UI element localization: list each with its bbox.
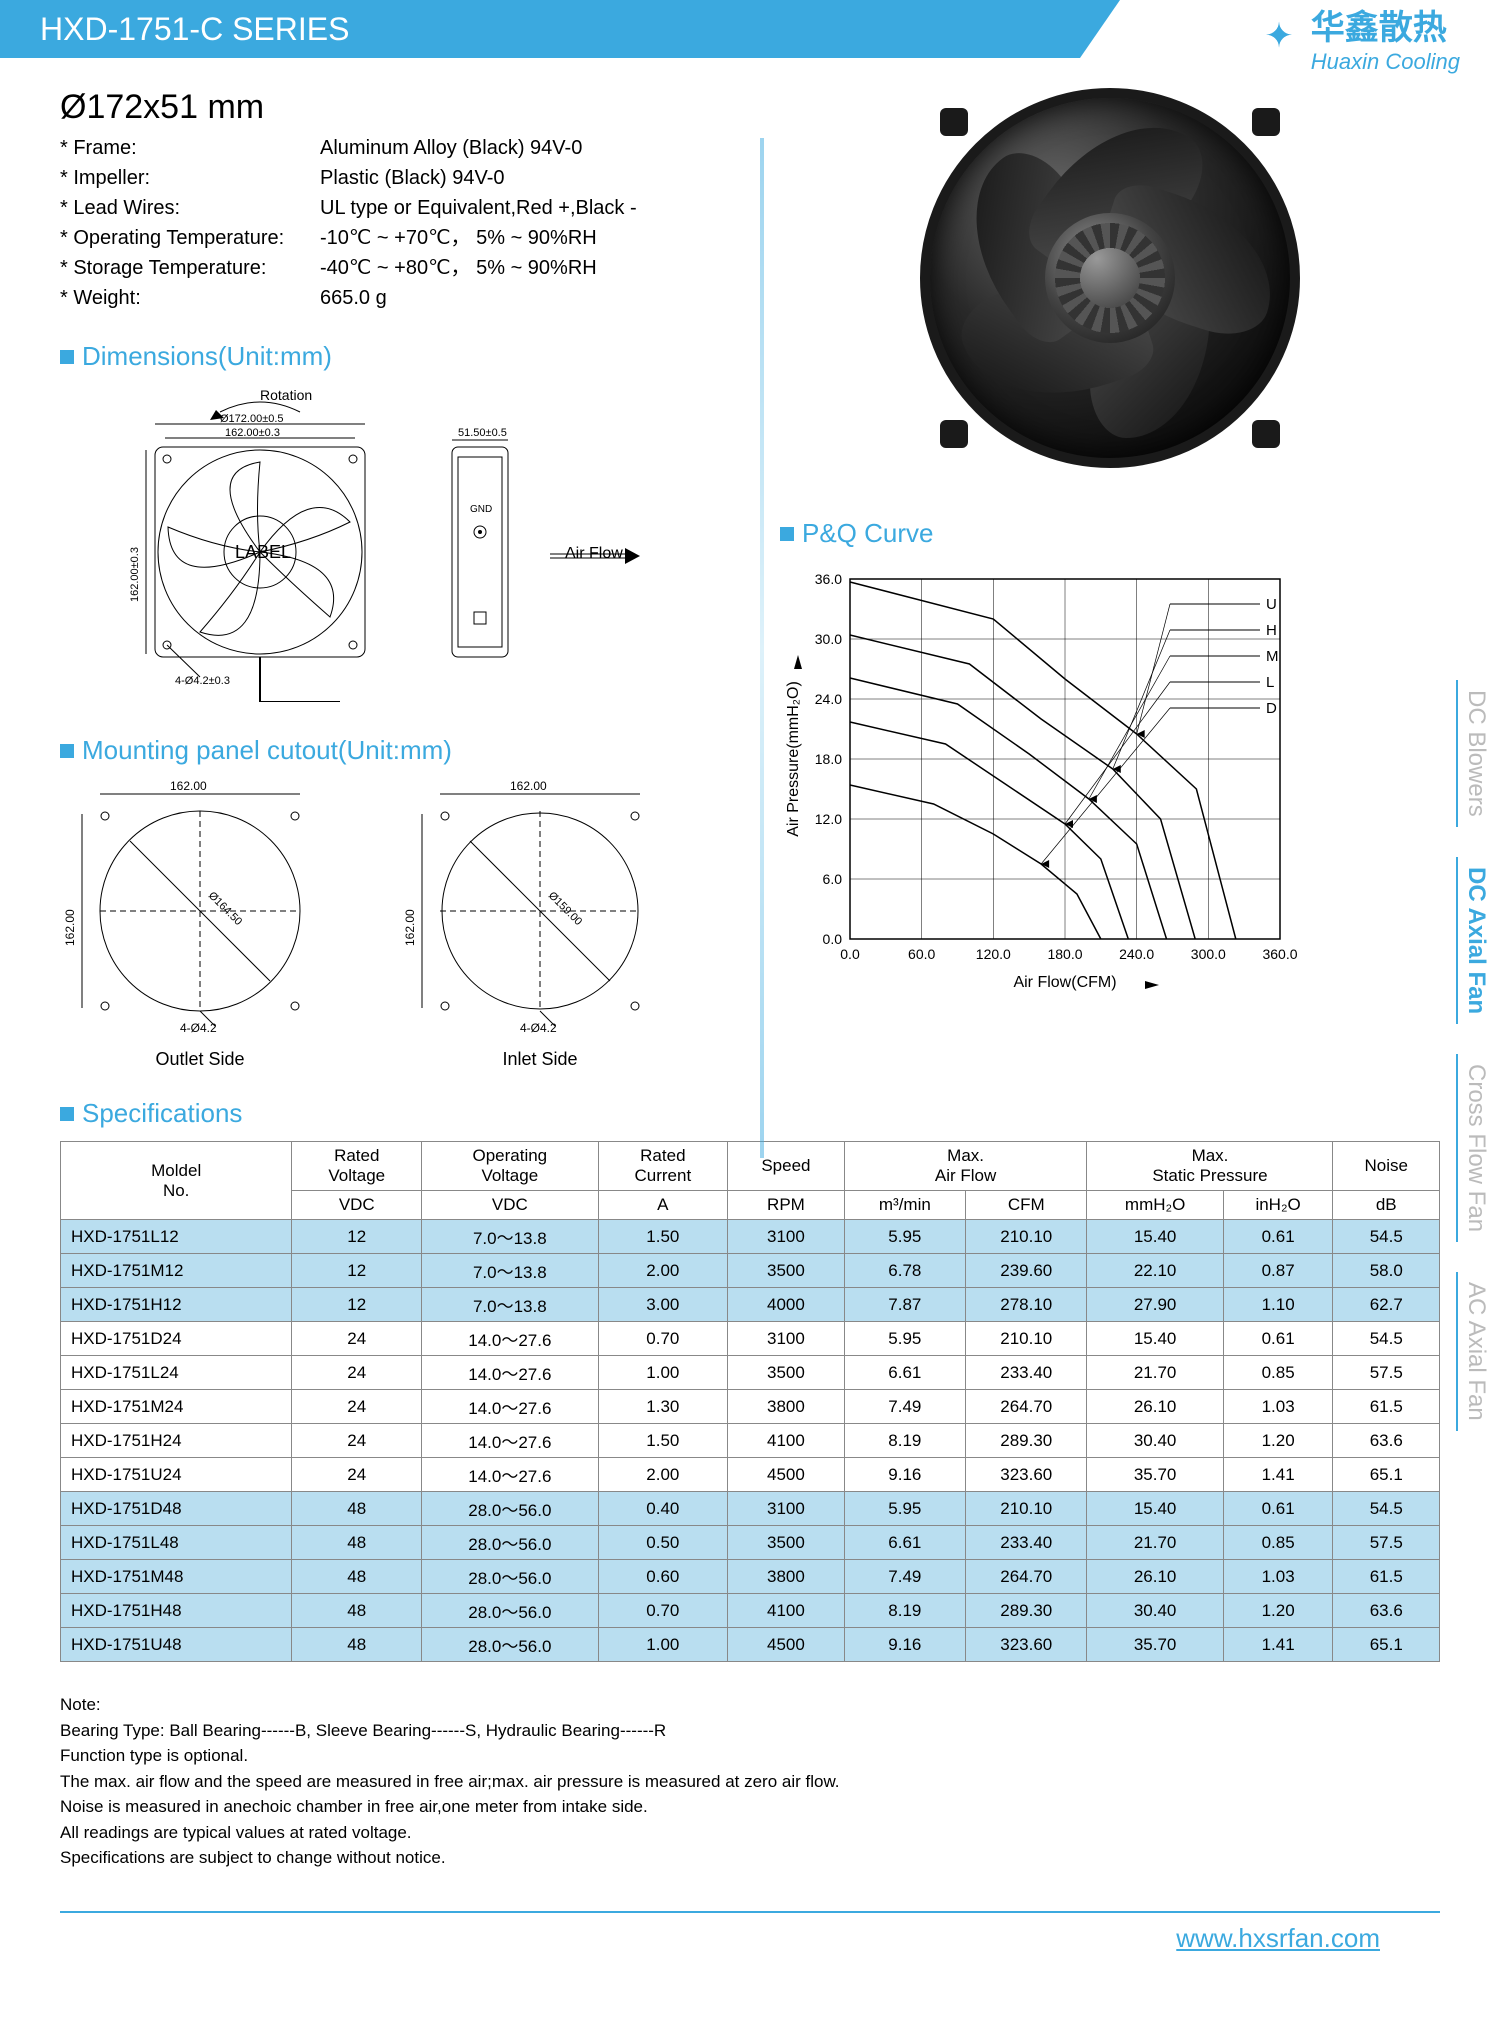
prop-label: * Impeller:	[60, 163, 320, 193]
svg-text:162.00: 162.00	[510, 779, 547, 793]
svg-text:Air Pressure(mmH₂O): Air Pressure(mmH₂O)	[785, 681, 802, 837]
svg-text:U: U	[1266, 596, 1277, 613]
table-row: HXD-1751L484828.0～56.00.5035006.61233.40…	[61, 1526, 1440, 1560]
note-line: Specifications are subject to change wit…	[60, 1845, 1440, 1871]
size-title: Ø172x51 mm	[60, 88, 740, 127]
svg-text:24.0: 24.0	[815, 691, 842, 707]
prop-label: * Lead Wires:	[60, 193, 320, 223]
svg-text:GND: GND	[470, 504, 492, 515]
property-list: * Frame:Aluminum Alloy (Black) 94V-0* Im…	[60, 133, 740, 313]
vertical-divider	[760, 138, 764, 1158]
clover-icon	[1265, 20, 1301, 56]
svg-text:H: H	[1266, 622, 1277, 639]
section-pq: P&Q Curve	[780, 518, 1440, 549]
side-tab[interactable]: DC Blowers	[1456, 680, 1494, 827]
product-photo	[920, 88, 1300, 468]
svg-text:0.0: 0.0	[823, 931, 843, 947]
main-content: Ø172x51 mm * Frame:Aluminum Alloy (Black…	[0, 58, 1500, 1891]
prop-label: * Weight:	[60, 283, 320, 313]
note-line: All readings are typical values at rated…	[60, 1820, 1440, 1846]
prop-value: Plastic (Black) 94V-0	[320, 163, 505, 193]
note-line: Bearing Type: Ball Bearing------B, Sleev…	[60, 1718, 1440, 1744]
note-line: The max. air flow and the speed are meas…	[60, 1769, 1440, 1795]
prop-value: UL type or Equivalent,Red +,Black -	[320, 193, 637, 223]
outlet-label: Outlet Side	[60, 1049, 340, 1070]
side-tab[interactable]: AC Axial Fan	[1456, 1272, 1494, 1431]
svg-text:360.0: 360.0	[1262, 946, 1297, 962]
svg-text:D: D	[1266, 700, 1277, 717]
svg-text:300.0: 300.0	[1191, 946, 1226, 962]
spec-table: MoldelNo.RatedVoltageOperatingVoltageRat…	[60, 1141, 1440, 1662]
svg-text:Air Flow(CFM): Air Flow(CFM)	[1013, 974, 1116, 991]
table-row: HXD-1751M12127.0～13.82.0035006.78239.602…	[61, 1254, 1440, 1288]
table-row: HXD-1751H242414.0～27.61.5041008.19289.30…	[61, 1424, 1440, 1458]
prop-label: * Operating Temperature:	[60, 223, 320, 253]
svg-text:120.0: 120.0	[976, 946, 1011, 962]
svg-text:36.0: 36.0	[815, 571, 842, 587]
svg-text:18.0: 18.0	[815, 751, 842, 767]
prop-value: -10℃ ~ +70℃， 5% ~ 90%RH	[320, 223, 597, 253]
svg-text:30.0: 30.0	[815, 631, 842, 647]
prop-value: Aluminum Alloy (Black) 94V-0	[320, 133, 582, 163]
svg-text:M: M	[1266, 648, 1279, 665]
footer: www.hxsrfan.com	[60, 1911, 1440, 1984]
section-dimensions: Dimensions(Unit:mm)	[60, 341, 740, 372]
brand-en: Huaxin Cooling	[1311, 49, 1460, 75]
table-row: HXD-1751D242414.0～27.60.7031005.95210.10…	[61, 1322, 1440, 1356]
header-bar: HXD-1751-C SERIES 华鑫散热 Huaxin Cooling	[0, 0, 1500, 58]
side-tab[interactable]: DC Axial Fan	[1456, 857, 1494, 1024]
pq-chart: 0.0 60.0 120.0 180.0 240.0 300.0 360.0 0.0 6.0 12…	[780, 559, 1340, 999]
svg-text:162.00: 162.00	[63, 909, 77, 946]
table-row: HXD-1751U242414.0～27.62.0045009.16323.60…	[61, 1458, 1440, 1492]
svg-text:60.0: 60.0	[908, 946, 935, 962]
side-tabs: DC Blowers DC Axial Fan Cross Flow Fan AC A…	[1450, 680, 1500, 1431]
side-tab[interactable]: Cross Flow Fan	[1456, 1054, 1494, 1242]
table-row: HXD-1751U484828.0～56.01.0045009.16323.60…	[61, 1628, 1440, 1662]
dimension-drawing: Rotation Ø172.00±0.5 162.00±0.3	[60, 382, 740, 707]
note-line: Function type is optional.	[60, 1743, 1440, 1769]
prop-label: * Frame:	[60, 133, 320, 163]
table-row: HXD-1751M242414.0～27.61.3038007.49264.70…	[61, 1390, 1440, 1424]
prop-value: -40℃ ~ +80℃， 5% ~ 90%RH	[320, 253, 597, 283]
table-row: HXD-1751M484828.0～56.00.6038007.49264.70…	[61, 1560, 1440, 1594]
inlet-label: Inlet Side	[400, 1049, 680, 1070]
cutout-drawings: 162.00 Ø164.50 162.00 4-Ø4.2	[60, 776, 740, 1070]
section-mounting: Mounting panel cutout(Unit:mm)	[60, 735, 740, 766]
prop-label: * Storage Temperature:	[60, 253, 320, 283]
table-row: HXD-1751H484828.0～56.00.7041008.19289.30…	[61, 1594, 1440, 1628]
svg-text:180.0: 180.0	[1047, 946, 1082, 962]
svg-text:Ø172.00±0.5: Ø172.00±0.5	[220, 413, 284, 425]
svg-text:240.0: 240.0	[1119, 946, 1154, 962]
note-line: Noise is measured in anechoic chamber in…	[60, 1794, 1440, 1820]
footer-link[interactable]: www.hxsrfan.com	[1176, 1923, 1380, 1953]
series-title: HXD-1751-C SERIES	[40, 11, 349, 48]
brand-area: 华鑫散热 Huaxin Cooling	[1265, 0, 1460, 75]
section-specs: Specifications	[60, 1098, 1440, 1129]
svg-text:4-Ø4.2±0.3: 4-Ø4.2±0.3	[175, 675, 230, 687]
table-row: HXD-1751D484828.0～56.00.4031005.95210.10…	[61, 1492, 1440, 1526]
table-row: HXD-1751L12127.0～13.81.5031005.95210.101…	[61, 1220, 1440, 1254]
svg-text:LABEL: LABEL	[235, 542, 291, 562]
rotation-label: Rotation	[260, 387, 312, 403]
svg-text:162.00±0.3: 162.00±0.3	[225, 427, 280, 439]
svg-text:0.0: 0.0	[840, 946, 860, 962]
svg-text:162.00: 162.00	[170, 779, 207, 793]
svg-text:162.00: 162.00	[403, 909, 417, 946]
table-row: HXD-1751L242414.0～27.61.0035006.61233.40…	[61, 1356, 1440, 1390]
svg-text:162.00±0.3: 162.00±0.3	[129, 547, 141, 602]
svg-text:L: L	[1266, 674, 1274, 691]
notes-title: Note:	[60, 1692, 1440, 1718]
notes: Note: Bearing Type: Ball Bearing------B,…	[60, 1692, 1440, 1871]
svg-text:6.0: 6.0	[823, 871, 843, 887]
svg-text:51.50±0.5: 51.50±0.5	[458, 427, 507, 439]
brand-cn: 华鑫散热	[1311, 0, 1460, 49]
prop-value: 665.0 g	[320, 283, 387, 313]
table-row: HXD-1751H12127.0～13.83.0040007.87278.102…	[61, 1288, 1440, 1322]
svg-text:12.0: 12.0	[815, 811, 842, 827]
